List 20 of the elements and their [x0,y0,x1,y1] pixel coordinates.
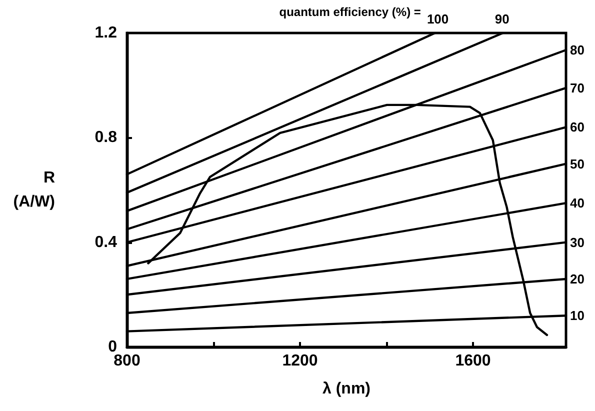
series-label: 20 [570,271,584,286]
x-tick-label: 1600 [455,352,491,370]
y-tick-label: 0.4 [94,234,118,251]
x-tick-label: 800 [114,352,140,370]
series-label: 50 [570,156,584,172]
y-tick-label: 0.8 [94,129,118,146]
series-label: 10 [570,308,584,324]
series-label: 70 [570,80,584,96]
y-tick-label: 1.2 [94,24,118,42]
series-label: 40 [570,196,584,211]
series-label: 30 [570,234,584,250]
x-tick-label: 1200 [282,352,318,370]
series-label: 60 [570,120,584,135]
series-label: 90 [494,12,510,26]
x-axis-title: λ (nm) [322,380,370,398]
text: quantum efficiency (%) = [279,5,421,19]
y-axis-title: R (A/W) [13,170,56,210]
series-label: 80 [570,42,584,58]
series-label: 100 [426,12,449,26]
y-tick-label: 0 [108,338,118,356]
